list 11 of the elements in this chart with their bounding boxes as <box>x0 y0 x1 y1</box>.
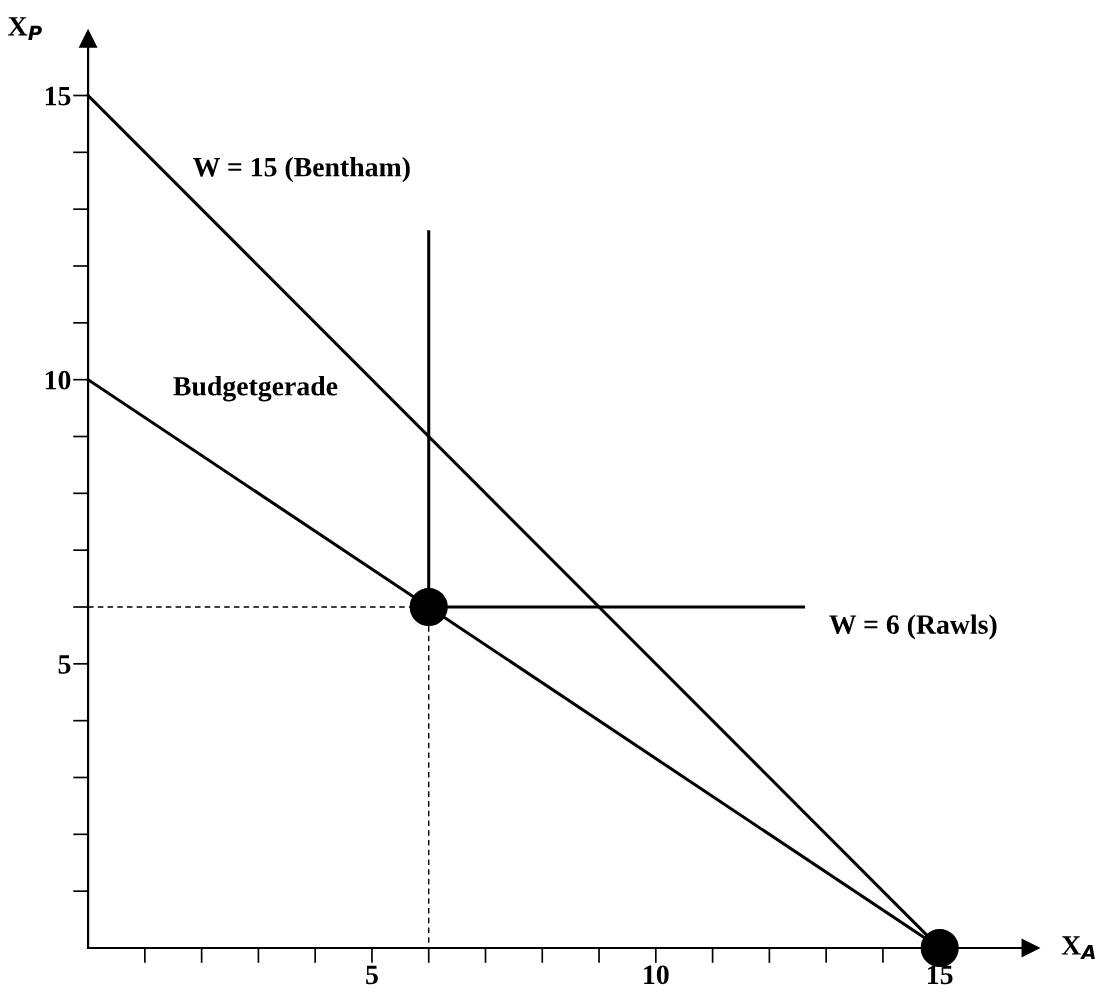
annotation: W = 6 (Rawls) <box>829 614 997 640</box>
x-axis-title: X$_{A}$ <box>1061 936 1095 960</box>
y-tick-label: 5 <box>58 655 71 674</box>
annotation: Budgetgerade <box>173 376 338 402</box>
x-tick-label: 15 <box>928 965 953 985</box>
y-tick-label: 15 <box>45 86 71 106</box>
x-tick-label: 5 <box>366 965 378 985</box>
y-axis-title: X$_{P}$ <box>8 17 42 40</box>
y-tick-label: 10 <box>45 370 71 390</box>
x-tick-label: 10 <box>644 965 669 985</box>
annotation: W = 15 (Bentham) <box>193 157 410 183</box>
